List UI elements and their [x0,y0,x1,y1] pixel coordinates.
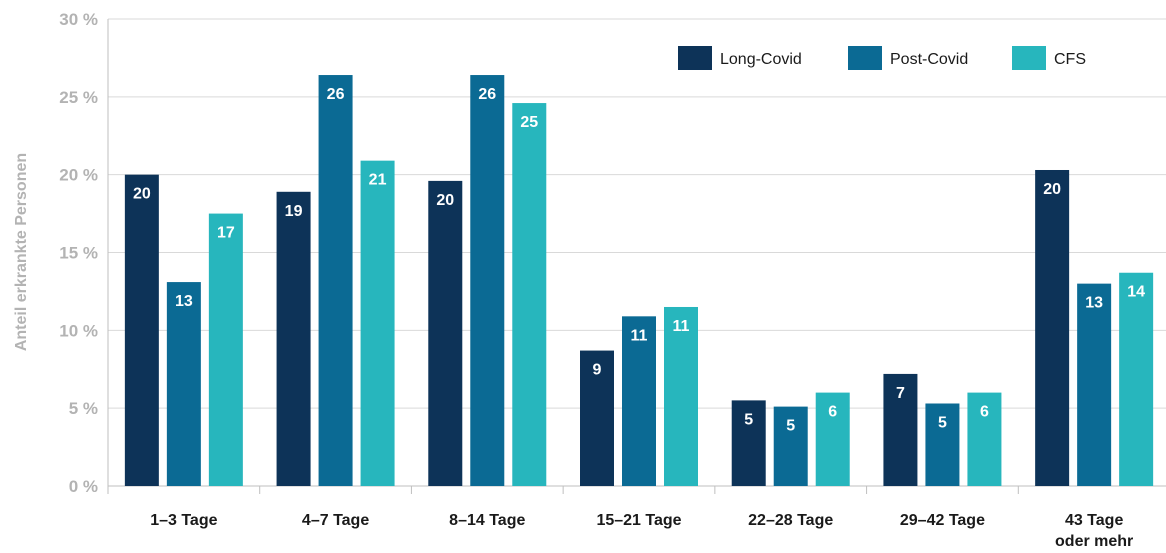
x-tick-label-line: 29–42 Tage [900,512,985,529]
y-axis-title: Anteil erkrankte Personen [13,153,30,351]
x-tick-label-line: 15–21 Tage [596,512,681,529]
data-label: 11 [673,318,690,335]
bar-long-covid [276,191,311,487]
x-tick-label: 29–42 Tage [900,512,985,529]
axes: 0 % 5 % 10 % 15 % 20 % 25 % 30 % 1–3 Tage 4–7 Ta… [59,10,1166,550]
data-label: 11 [631,327,648,344]
x-tick-label-line: 4–7 Tage [302,512,369,529]
value-labels: 20 13 17 19 26 21 20 26 25 9 11 11 5 5 6 7 5 6 20 13 14 [133,86,1145,435]
bar-post-covid [1077,283,1112,486]
bar-cfs [512,103,547,486]
bar-long-covid [731,400,766,486]
bars [124,75,1154,487]
data-label: 7 [896,385,905,402]
bar-post-covid [773,406,808,486]
bar-cfs [967,392,1002,486]
bar-post-covid [470,75,505,486]
bar-cfs [360,160,395,486]
bar-cfs [815,392,850,486]
data-label: 20 [436,192,454,209]
data-label: 9 [593,362,602,379]
bar-long-covid [428,180,463,487]
legend-swatch-long-covid [678,46,712,70]
x-tick-label-line: 43 Tage [1065,512,1124,529]
y-tick-label: 5 % [69,399,98,418]
bar-cfs [1119,272,1154,486]
data-label: 14 [1127,284,1145,301]
legend-label: CFS [1054,51,1086,68]
legend-swatch-post-covid [848,46,882,70]
y-tick-label: 20 % [59,166,98,185]
data-label: 5 [938,414,947,431]
x-tick-label-line: oder mehr [1055,533,1133,550]
bar-cfs [208,213,243,487]
bar-post-covid [622,316,656,486]
data-label: 13 [175,293,193,310]
y-tick-label: 10 % [59,321,98,340]
bar-long-covid [1035,169,1070,486]
data-label: 6 [980,404,989,421]
x-tick-label: 22–28 Tage [748,512,833,529]
bar-long-covid [883,373,918,486]
data-label: 6 [828,404,837,421]
y-tick-label: 25 % [59,88,98,107]
data-label: 21 [369,172,387,189]
legend-label: Long-Covid [720,51,802,68]
legend-label: Post-Covid [890,51,968,68]
data-label: 13 [1085,295,1103,312]
data-label: 5 [744,411,753,428]
data-label: 17 [217,225,235,242]
y-tick-label: 0 % [69,477,98,496]
bar-post-covid [318,75,353,486]
data-label: 25 [520,114,538,131]
legend-swatch-cfs [1012,46,1046,70]
data-label: 5 [786,418,795,435]
x-tick-label: 43 Tage oder mehr [1055,512,1133,550]
y-tick-label: 15 % [59,244,98,263]
bar-long-covid [580,350,614,486]
x-tick-label: 15–21 Tage [596,512,681,529]
data-label: 19 [285,203,303,220]
data-label: 26 [327,86,345,103]
y-tick-label: 30 % [59,10,98,29]
x-tick-label: 1–3 Tage [150,512,217,529]
x-tick-label-line: 22–28 Tage [748,512,833,529]
bar-long-covid [124,174,159,486]
data-label: 20 [133,186,151,203]
x-tick-label-line: 1–3 Tage [150,512,217,529]
bar-post-covid [925,403,960,486]
legend: Long-Covid Post-Covid CFS [678,46,1086,70]
bar-post-covid [166,282,201,486]
bar-cfs [664,306,698,486]
x-tick-label: 4–7 Tage [302,512,369,529]
data-label: 20 [1043,181,1061,198]
x-tick-label: 8–14 Tage [449,512,525,529]
data-label: 26 [478,86,496,103]
x-tick-label-line: 8–14 Tage [449,512,525,529]
